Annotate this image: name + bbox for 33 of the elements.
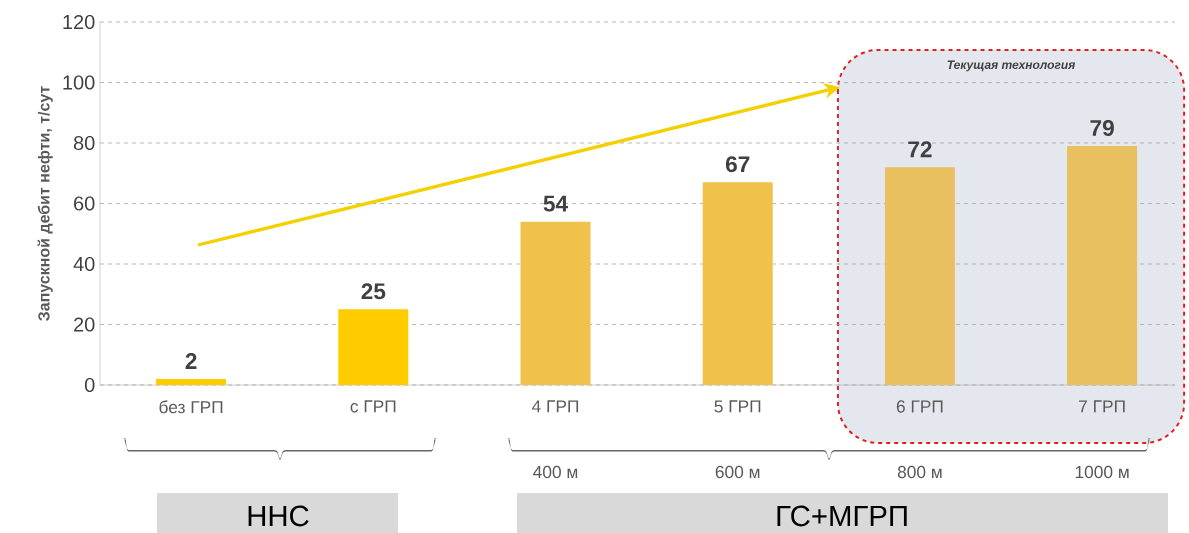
data-label: 25 <box>361 283 386 300</box>
y-tick-label: 60 <box>74 196 95 211</box>
y-axis-title: Запускной дебит нефти, т/сут <box>37 86 53 321</box>
bar <box>338 309 409 385</box>
text: ГС+МГРП <box>777 505 907 527</box>
data-label: 67 <box>725 156 750 173</box>
x-tick-label: 7 ГРП <box>1079 400 1125 413</box>
text: 1000 м <box>1075 465 1129 479</box>
text: 600 м <box>715 465 760 479</box>
bar <box>520 221 591 385</box>
data-label: 54 <box>543 195 568 212</box>
bar <box>1067 146 1138 385</box>
x-tick-label: 5 ГРП <box>714 400 761 413</box>
band-label: Текущая технология <box>947 60 1076 72</box>
data-label: 2 <box>185 353 197 369</box>
x-tick-label: 4 ГРП <box>531 400 579 413</box>
data-label: 72 <box>908 141 932 158</box>
y-tick-label: 100 <box>63 75 95 90</box>
x-tick-label: 6 ГРП <box>896 400 943 413</box>
y-tick-label: 80 <box>73 135 95 151</box>
bar <box>884 167 955 385</box>
x-tick-label: с ГРП <box>350 400 396 413</box>
x-tick-label: без ГРП <box>159 400 223 414</box>
y-tick-label: 120 <box>63 14 95 30</box>
y-tick-label: 0 <box>84 377 95 393</box>
text: 800 м <box>897 465 942 479</box>
text: 400 м <box>533 465 578 479</box>
bar <box>702 182 773 385</box>
y-tick-label: 20 <box>74 317 95 332</box>
text: ННС <box>248 505 309 527</box>
y-tick-label: 40 <box>73 256 95 272</box>
data-label: 79 <box>1090 119 1114 136</box>
bar <box>156 378 227 385</box>
